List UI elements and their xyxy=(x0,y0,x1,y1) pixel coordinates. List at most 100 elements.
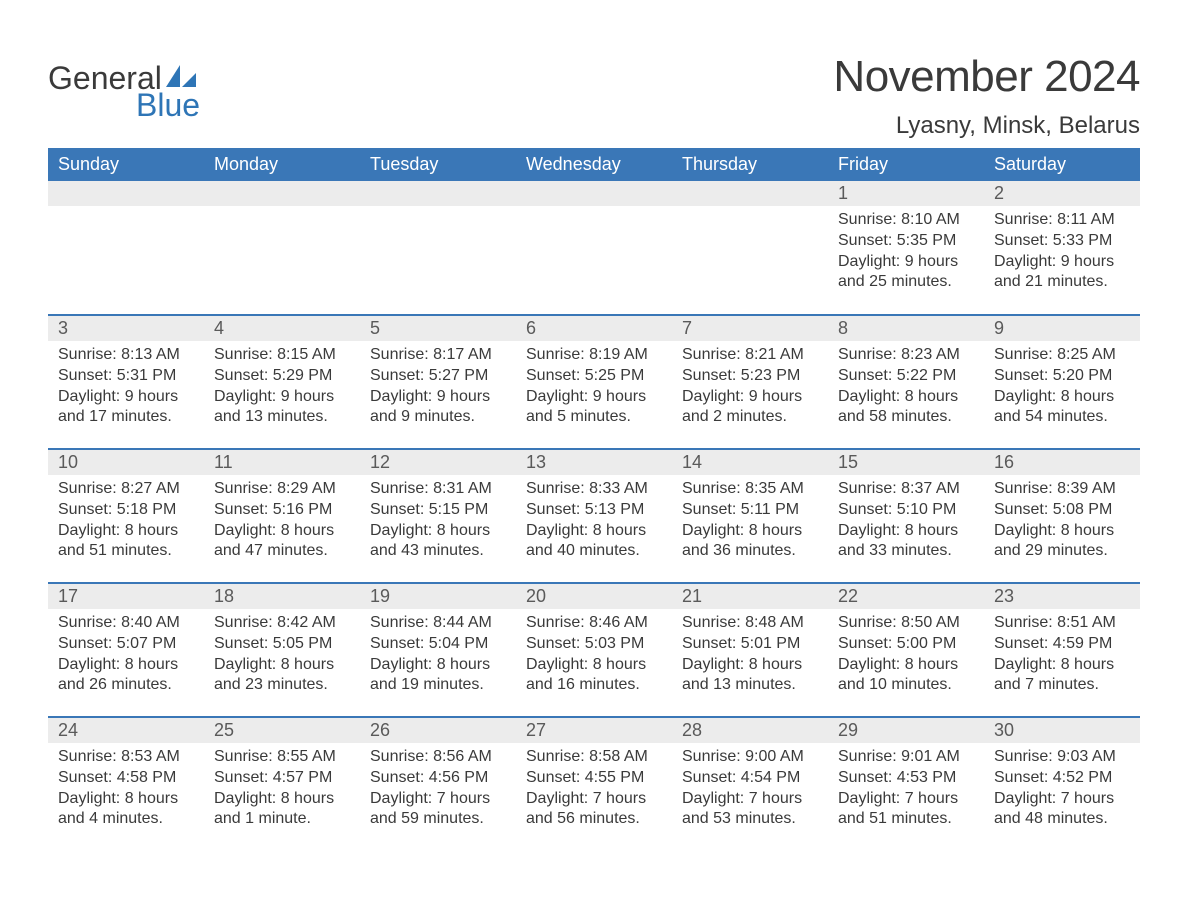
day-number: 1 xyxy=(828,181,984,206)
day-number: 11 xyxy=(204,450,360,475)
sunset-label: Sunset: xyxy=(526,501,580,518)
day-header: Tuesday xyxy=(360,148,516,181)
sunrise-line: Sunrise: 8:37 AM xyxy=(838,479,974,500)
sunset-line: Sunset: 5:16 PM xyxy=(214,500,350,521)
sunrise-value: 8:19 AM xyxy=(589,346,648,363)
sunset-value: 5:16 PM xyxy=(273,501,333,518)
daylight-line-1: Daylight: 8 hours xyxy=(214,655,350,676)
sunrise-value: 8:56 AM xyxy=(433,748,492,765)
calendar-week: 17Sunrise: 8:40 AMSunset: 5:07 PMDayligh… xyxy=(48,583,1140,717)
sunrise-line: Sunrise: 8:55 AM xyxy=(214,747,350,768)
day-number: 7 xyxy=(672,316,828,341)
daylight-value-1: 8 hours xyxy=(593,656,646,673)
sunset-line: Sunset: 4:52 PM xyxy=(994,768,1130,789)
day-number xyxy=(672,181,828,206)
sunrise-label: Sunrise: xyxy=(838,748,897,765)
daylight-value-1: 8 hours xyxy=(437,656,490,673)
sunset-value: 5:05 PM xyxy=(273,635,333,652)
daylight-line-2: and 1 minute. xyxy=(214,809,350,830)
sunset-label: Sunset: xyxy=(526,635,580,652)
sunrise-value: 8:48 AM xyxy=(745,614,804,631)
sunrise-line: Sunrise: 8:13 AM xyxy=(58,345,194,366)
day-header: Sunday xyxy=(48,148,204,181)
day-body: Sunrise: 8:50 AMSunset: 5:00 PMDaylight:… xyxy=(828,609,984,696)
sunset-line: Sunset: 5:08 PM xyxy=(994,500,1130,521)
sunset-line: Sunset: 4:54 PM xyxy=(682,768,818,789)
daylight-label: Daylight: xyxy=(682,790,744,807)
sunrise-line: Sunrise: 8:39 AM xyxy=(994,479,1130,500)
sunset-label: Sunset: xyxy=(214,769,268,786)
calendar-day: 20Sunrise: 8:46 AMSunset: 5:03 PMDayligh… xyxy=(516,583,672,717)
sunrise-label: Sunrise: xyxy=(994,211,1053,228)
sunset-line: Sunset: 4:56 PM xyxy=(370,768,506,789)
daylight-value-1: 8 hours xyxy=(905,656,958,673)
sunrise-value: 8:10 AM xyxy=(901,211,960,228)
sunrise-value: 8:23 AM xyxy=(901,346,960,363)
sunrise-label: Sunrise: xyxy=(994,480,1053,497)
sunset-line: Sunset: 5:01 PM xyxy=(682,634,818,655)
daylight-value-1: 8 hours xyxy=(281,522,334,539)
title-block: November 2024 Lyasny, Minsk, Belarus xyxy=(833,52,1140,140)
day-body: Sunrise: 8:29 AMSunset: 5:16 PMDaylight:… xyxy=(204,475,360,562)
day-number xyxy=(516,181,672,206)
daylight-label: Daylight: xyxy=(682,388,744,405)
daylight-line-2: and 47 minutes. xyxy=(214,541,350,562)
daylight-label: Daylight: xyxy=(58,388,120,405)
day-body: Sunrise: 8:31 AMSunset: 5:15 PMDaylight:… xyxy=(360,475,516,562)
daylight-label: Daylight: xyxy=(838,388,900,405)
sunrise-value: 8:25 AM xyxy=(1057,346,1116,363)
sunrise-line: Sunrise: 8:48 AM xyxy=(682,613,818,634)
sunset-label: Sunset: xyxy=(838,232,892,249)
sunset-label: Sunset: xyxy=(994,232,1048,249)
sunset-value: 5:20 PM xyxy=(1053,367,1113,384)
sunrise-label: Sunrise: xyxy=(214,614,273,631)
daylight-line-1: Daylight: 8 hours xyxy=(58,655,194,676)
sunrise-line: Sunrise: 8:46 AM xyxy=(526,613,662,634)
sunset-value: 5:27 PM xyxy=(429,367,489,384)
sunset-value: 5:11 PM xyxy=(741,501,799,518)
calendar-day-empty xyxy=(516,181,672,315)
sunrise-value: 8:11 AM xyxy=(1057,211,1115,228)
daylight-label: Daylight: xyxy=(526,790,588,807)
day-body: Sunrise: 8:44 AMSunset: 5:04 PMDaylight:… xyxy=(360,609,516,696)
daylight-value-1: 9 hours xyxy=(125,388,178,405)
day-number: 22 xyxy=(828,584,984,609)
sunrise-line: Sunrise: 8:33 AM xyxy=(526,479,662,500)
daylight-line-2: and 36 minutes. xyxy=(682,541,818,562)
day-number: 25 xyxy=(204,718,360,743)
daylight-line-1: Daylight: 8 hours xyxy=(838,387,974,408)
sunrise-label: Sunrise: xyxy=(526,346,585,363)
day-header: Saturday xyxy=(984,148,1140,181)
daylight-line-1: Daylight: 8 hours xyxy=(838,655,974,676)
daylight-label: Daylight: xyxy=(58,656,120,673)
sunrise-label: Sunrise: xyxy=(370,748,429,765)
day-number: 8 xyxy=(828,316,984,341)
sunrise-label: Sunrise: xyxy=(526,480,585,497)
sunrise-value: 8:39 AM xyxy=(1057,480,1116,497)
sunset-value: 5:15 PM xyxy=(429,501,489,518)
sunrise-label: Sunrise: xyxy=(994,614,1053,631)
daylight-label: Daylight: xyxy=(58,522,120,539)
day-number xyxy=(48,181,204,206)
day-number: 9 xyxy=(984,316,1140,341)
sunrise-value: 8:33 AM xyxy=(589,480,648,497)
sunrise-line: Sunrise: 8:58 AM xyxy=(526,747,662,768)
daylight-label: Daylight: xyxy=(994,522,1056,539)
day-number: 18 xyxy=(204,584,360,609)
day-header: Friday xyxy=(828,148,984,181)
daylight-line-1: Daylight: 8 hours xyxy=(214,789,350,810)
daylight-line-1: Daylight: 9 hours xyxy=(58,387,194,408)
sunset-line: Sunset: 5:04 PM xyxy=(370,634,506,655)
daylight-label: Daylight: xyxy=(994,253,1056,270)
daylight-line-2: and 25 minutes. xyxy=(838,272,974,293)
sunset-value: 4:57 PM xyxy=(273,769,333,786)
daylight-label: Daylight: xyxy=(214,388,276,405)
sunrise-label: Sunrise: xyxy=(58,346,117,363)
day-number: 6 xyxy=(516,316,672,341)
daylight-line-1: Daylight: 8 hours xyxy=(370,655,506,676)
day-body: Sunrise: 8:33 AMSunset: 5:13 PMDaylight:… xyxy=(516,475,672,562)
sunset-line: Sunset: 5:25 PM xyxy=(526,366,662,387)
daylight-value-1: 7 hours xyxy=(749,790,802,807)
sunset-line: Sunset: 5:05 PM xyxy=(214,634,350,655)
day-header-row: SundayMondayTuesdayWednesdayThursdayFrid… xyxy=(48,148,1140,181)
